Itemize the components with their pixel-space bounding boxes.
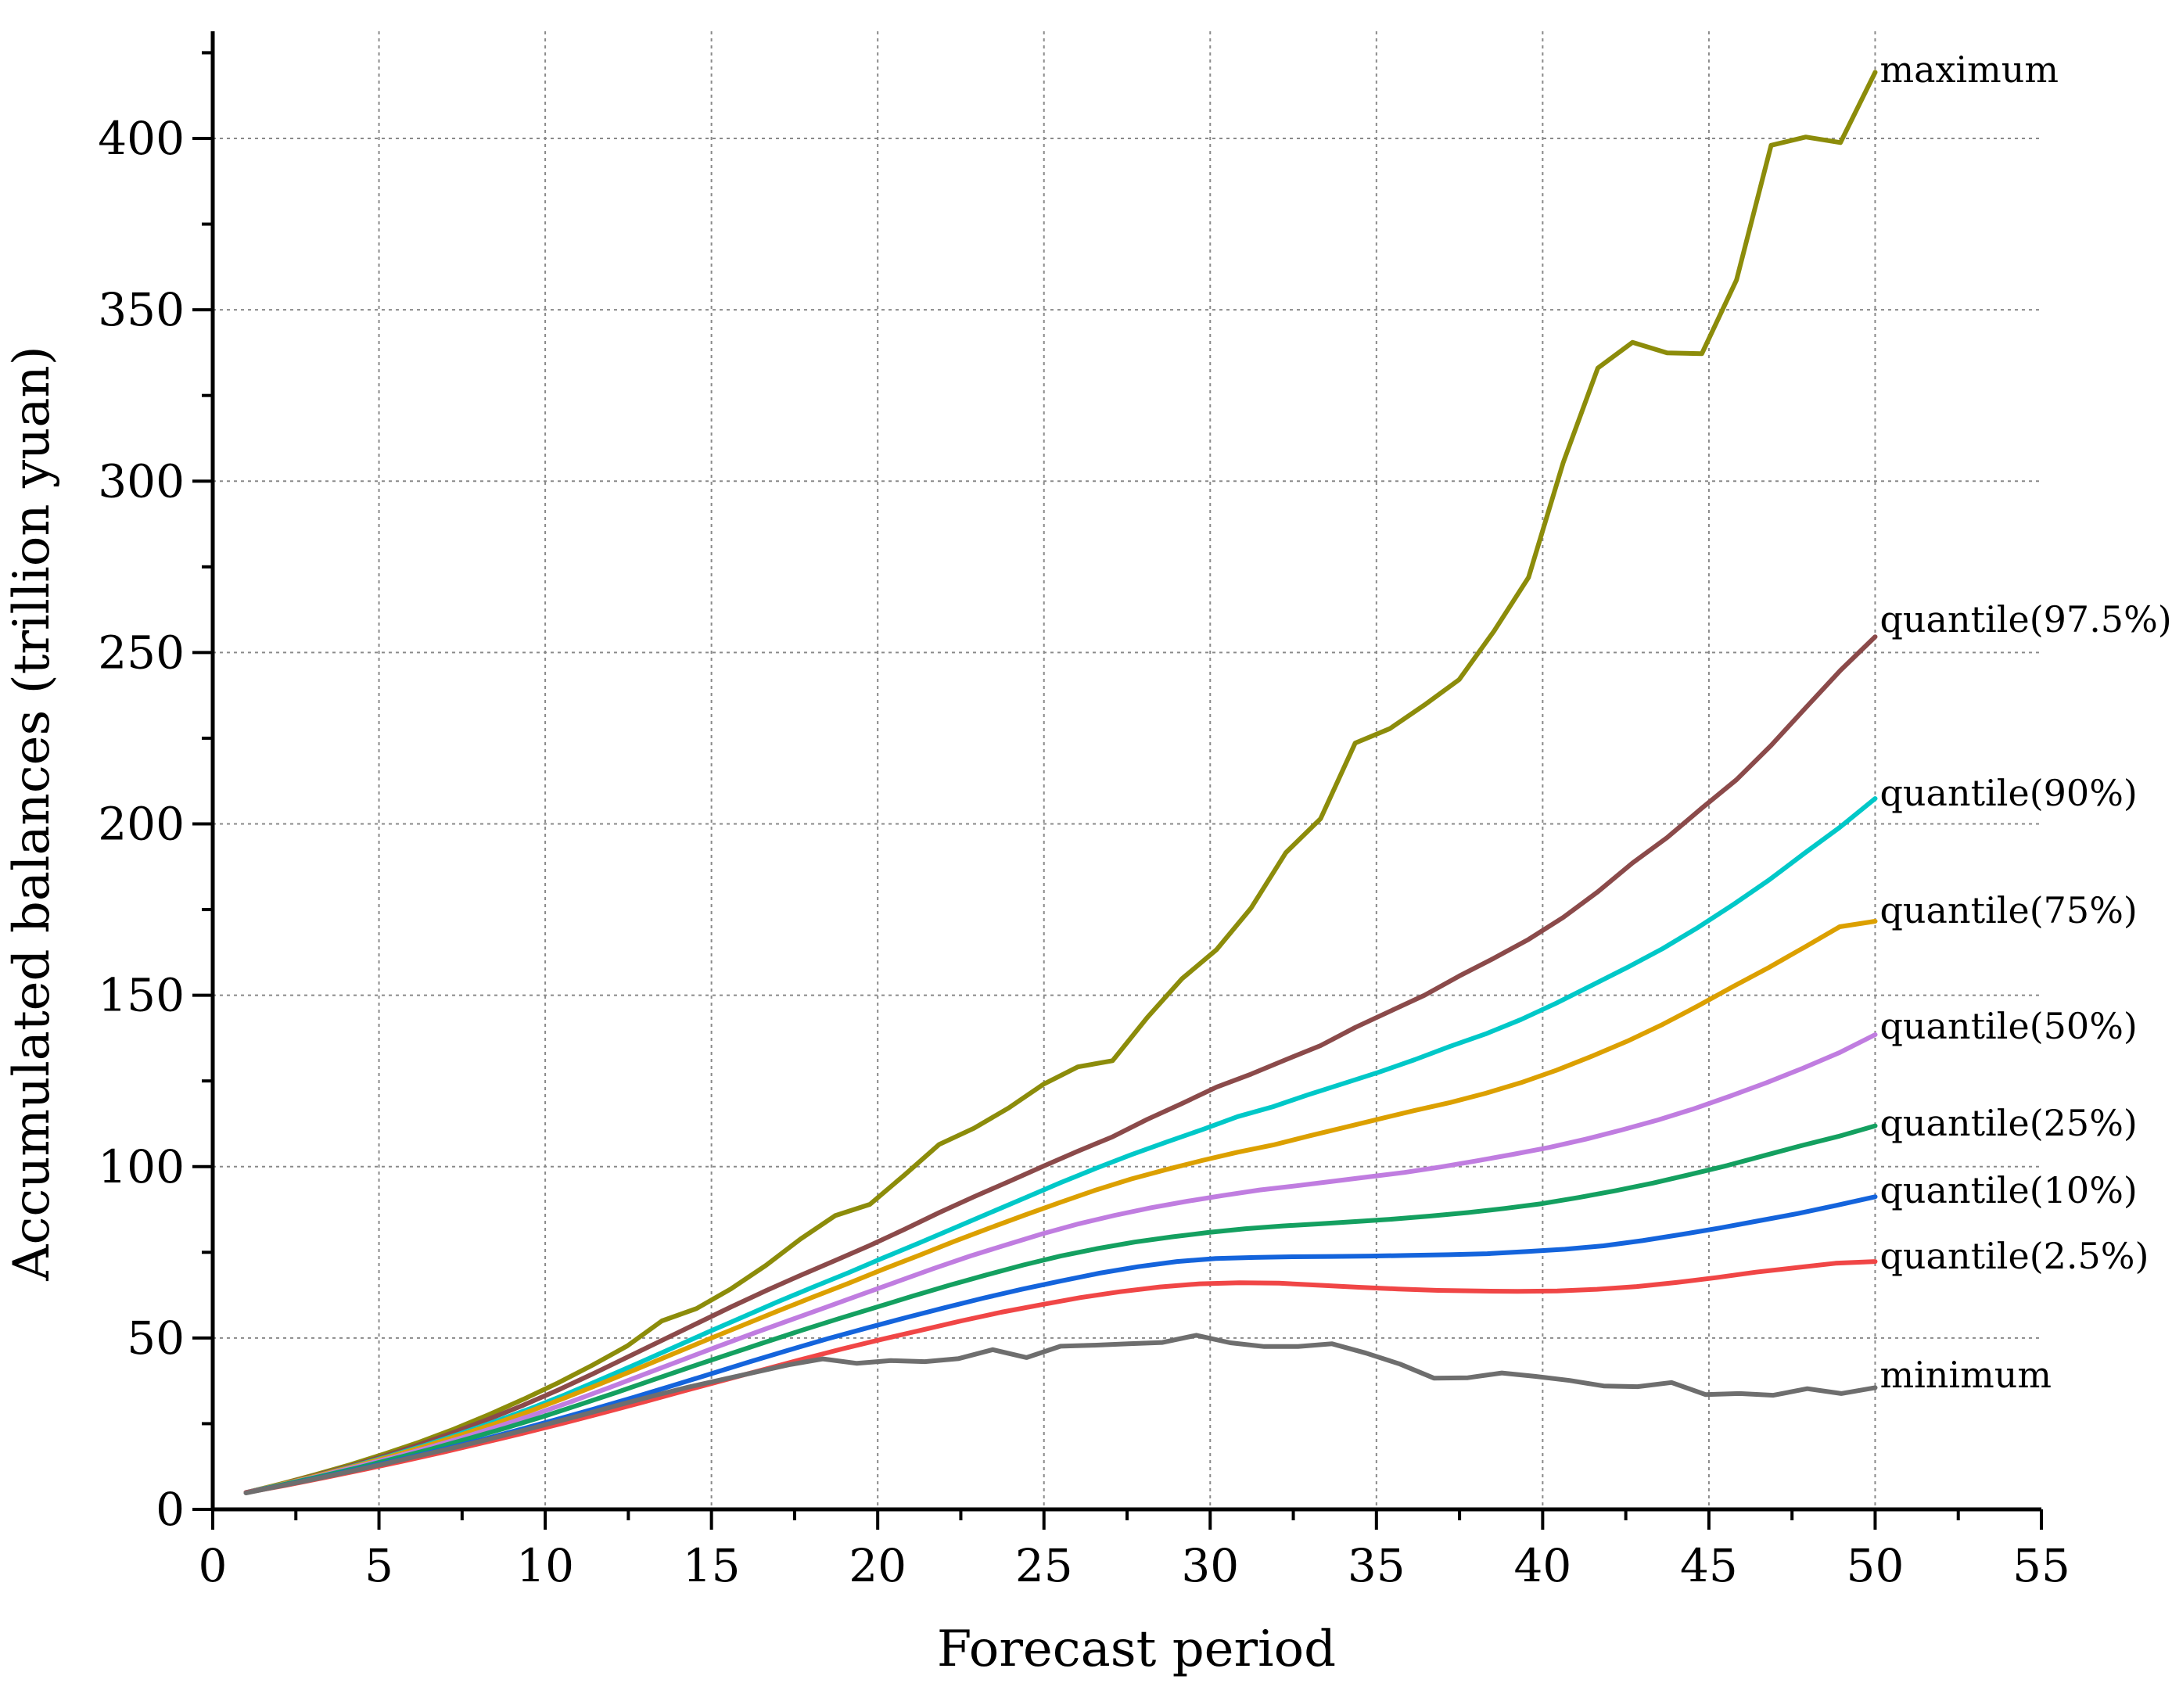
x-tick-label: 55	[2012, 1539, 2070, 1592]
series-line-minimum	[243, 1333, 1878, 1495]
series-label-quantile-97-5: quantile(97.5%)	[1879, 598, 2171, 640]
series-line-quantile-75	[243, 919, 1878, 1495]
x-tick-label: 15	[683, 1539, 741, 1592]
y-tick-label: 300	[98, 454, 185, 508]
series-label-minimum: minimum	[1879, 1354, 2052, 1396]
y-tick-label: 150	[98, 969, 185, 1022]
series-line-quantile-97-5	[243, 634, 1878, 1495]
y-axis-title: Accumulated balances (trillion yuan)	[3, 346, 61, 1281]
x-axis-title: Forecast period	[937, 1620, 1336, 1678]
series-label-quantile-25: quantile(25%)	[1879, 1102, 2137, 1144]
series-line-quantile-2-5	[243, 1259, 1878, 1495]
y-tick-label: 50	[127, 1312, 185, 1365]
y-tick-label: 250	[98, 626, 185, 679]
series-label-quantile-10: quantile(10%)	[1879, 1169, 2137, 1211]
x-tick-label: 35	[1348, 1539, 1406, 1592]
x-tick-label: 0	[199, 1539, 228, 1592]
x-tick-label: 50	[1847, 1539, 1905, 1592]
series-label-quantile-75: quantile(75%)	[1879, 889, 2137, 931]
series-lines	[243, 70, 1878, 1495]
series-line-maximum	[243, 70, 1878, 1495]
x-tick-label: 5	[364, 1539, 393, 1592]
y-tick-label: 350	[98, 283, 185, 336]
series-line-quantile-25	[243, 1123, 1878, 1495]
series-label-quantile-2-5: quantile(2.5%)	[1879, 1235, 2149, 1277]
x-tick-label: 20	[849, 1539, 906, 1592]
series-line-quantile-50	[243, 1032, 1878, 1495]
y-axis-ticks: 0 50 100 150 200 250 300 350 400	[98, 51, 213, 1536]
series-label-quantile-50: quantile(50%)	[1879, 1005, 2137, 1047]
y-tick-label: 200	[98, 798, 185, 851]
x-tick-label: 40	[1513, 1539, 1571, 1592]
x-tick-label: 45	[1680, 1539, 1738, 1592]
x-tick-label: 30	[1181, 1539, 1239, 1592]
x-tick-label: 10	[516, 1539, 574, 1592]
series-labels: maximum quantile(97.5%) quantile(90%) quant…	[1879, 48, 2171, 1396]
series-label-quantile-90: quantile(90%)	[1879, 772, 2137, 814]
y-tick-label: 400	[98, 112, 185, 165]
x-axis-ticks: 0 5 10 15 20 25 30 35 40 45 50 55	[199, 1509, 2070, 1592]
x-tick-label: 25	[1015, 1539, 1073, 1592]
grid-lines	[213, 31, 2041, 1509]
series-label-maximum: maximum	[1879, 48, 2059, 91]
y-tick-label: 0	[156, 1483, 185, 1536]
y-tick-label: 100	[98, 1140, 185, 1193]
